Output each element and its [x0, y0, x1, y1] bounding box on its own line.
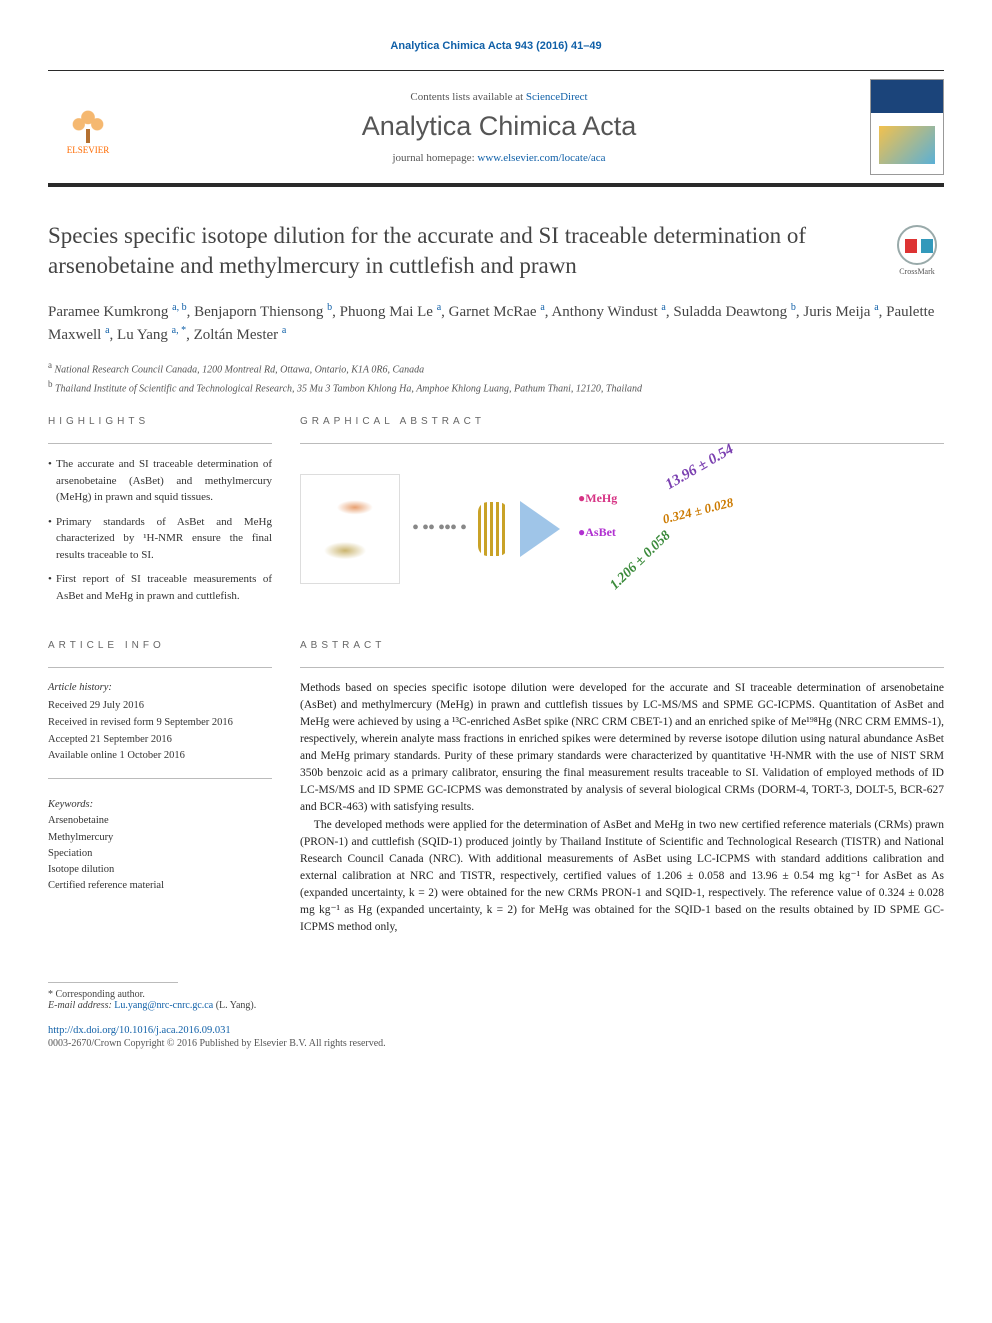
- keyword-item: Certified reference material: [48, 878, 272, 894]
- ga-detector-icon: [520, 501, 560, 557]
- highlight-item: Primary standards of AsBet and MeHg char…: [48, 514, 272, 564]
- keyword-item: Isotope dilution: [48, 862, 272, 878]
- history-received: Received 29 July 2016: [48, 698, 272, 714]
- author-name: Phuong Mai Le: [340, 304, 433, 320]
- author-name: Paramee Kumkrong: [48, 304, 168, 320]
- ga-sample-photo: [300, 474, 400, 584]
- author-list: Paramee Kumkrong a, b, Benjaporn Thienso…: [48, 300, 944, 347]
- author-aff-marker: a: [437, 302, 441, 313]
- abstract-head: ABSTRACT: [300, 640, 944, 651]
- author-aff-marker: b: [327, 302, 332, 313]
- highlights-list: The accurate and SI traceable determinat…: [48, 456, 272, 604]
- divider: [300, 443, 944, 444]
- crossmark-label: CrossMark: [899, 267, 935, 276]
- divider: [48, 667, 272, 668]
- abstract-body: Methods based on species specific isotop…: [300, 680, 944, 935]
- keyword-item: Speciation: [48, 846, 272, 862]
- ga-label-asbet: AsBet: [578, 525, 616, 540]
- keywords-block: Keywords: ArsenobetaineMethylmercurySpec…: [48, 797, 272, 895]
- author-name: Lu Yang: [117, 327, 168, 343]
- journal-name: Analytica Chimica Acta: [128, 111, 870, 142]
- history-revised: Received in revised form 9 September 201…: [48, 715, 272, 731]
- publisher-name: ELSEVIER: [67, 145, 110, 155]
- author-aff-marker: b: [791, 302, 796, 313]
- journal-homepage-link[interactable]: www.elsevier.com/locate/aca: [477, 152, 605, 164]
- keywords-head: Keywords:: [48, 797, 272, 813]
- graphical-abstract: • •• ••• • MeHg AsBet 13.96 ± 0.54 0.324…: [300, 456, 944, 601]
- article-history-head: Article history:: [48, 680, 272, 696]
- author-name: Suladda Deawtong: [673, 304, 787, 320]
- homepage-label: journal homepage:: [392, 152, 477, 164]
- crossmark-icon: [897, 225, 937, 265]
- elsevier-tree-icon: [65, 99, 111, 145]
- journal-masthead: ELSEVIER Contents lists available at Sci…: [48, 70, 944, 187]
- ga-value-1: 13.96 ± 0.54: [663, 441, 737, 494]
- author-aff-marker: a: [105, 325, 109, 336]
- doi-link[interactable]: http://dx.doi.org/10.1016/j.aca.2016.09.…: [48, 1025, 231, 1036]
- running-head: Analytica Chimica Acta 943 (2016) 41–49: [48, 40, 944, 52]
- divider: [48, 778, 272, 779]
- corresponding-author: * Corresponding author.: [48, 989, 944, 1000]
- author-aff-marker: a: [540, 302, 544, 313]
- abstract-paragraph: Methods based on species specific isotop…: [300, 680, 944, 816]
- highlight-item: First report of SI traceable measurement…: [48, 571, 272, 604]
- graphical-abstract-head: GRAPHICAL ABSTRACT: [300, 416, 944, 427]
- author-aff-marker: a: [874, 302, 878, 313]
- contents-label: Contents lists available at: [410, 91, 525, 103]
- ga-label-mehg: MeHg: [578, 491, 617, 506]
- keyword-item: Arsenobetaine: [48, 813, 272, 829]
- author-name: Benjaporn Thiensong: [194, 304, 323, 320]
- ga-particles-icon: • •• ••• •: [412, 517, 466, 540]
- affiliations: a National Research Council Canada, 1200…: [48, 359, 944, 397]
- ga-column-icon: [478, 502, 508, 556]
- article-title: Species specific isotope dilution for th…: [48, 221, 878, 282]
- keyword-item: Methylmercury: [48, 830, 272, 846]
- crossmark-badge[interactable]: CrossMark: [890, 225, 944, 282]
- history-accepted: Accepted 21 September 2016: [48, 732, 272, 748]
- author-aff-marker: a, b: [172, 302, 186, 313]
- publisher-logo: ELSEVIER: [48, 99, 128, 155]
- divider: [300, 667, 944, 668]
- copyright-line: 0003-2670/Crown Copyright © 2016 Publish…: [48, 1038, 944, 1049]
- article-info-head: ARTICLE INFO: [48, 640, 272, 651]
- highlights-head: HIGHLIGHTS: [48, 416, 272, 427]
- footnote-rule: [48, 982, 178, 983]
- email-line: E-mail address: Lu.yang@nrc-cnrc.gc.ca (…: [48, 1000, 944, 1011]
- journal-cover-thumb: [870, 79, 944, 175]
- footer: * Corresponding author. E-mail address: …: [48, 982, 944, 1049]
- ga-value-3: 1.206 ± 0.058: [607, 528, 674, 593]
- email-person: (L. Yang).: [213, 1000, 256, 1011]
- author-name: Anthony Windust: [551, 304, 657, 320]
- highlight-item: The accurate and SI traceable determinat…: [48, 456, 272, 506]
- affiliation-b: b Thailand Institute of Scientific and T…: [48, 378, 944, 397]
- author-name: Zoltán Mester: [194, 327, 279, 343]
- article-info: Article history: Received 29 July 2016 R…: [48, 680, 272, 894]
- ga-value-2: 0.324 ± 0.028: [661, 494, 735, 527]
- divider: [48, 443, 272, 444]
- author-name: Garnet McRae: [449, 304, 537, 320]
- journal-homepage-line: journal homepage: www.elsevier.com/locat…: [128, 152, 870, 164]
- corr-email-link[interactable]: Lu.yang@nrc-cnrc.gc.ca: [114, 1000, 213, 1011]
- abstract-paragraph: The developed methods were applied for t…: [300, 817, 944, 936]
- author-aff-marker: a: [661, 302, 665, 313]
- affiliation-a: a National Research Council Canada, 1200…: [48, 359, 944, 378]
- author-aff-marker: a, *: [172, 325, 186, 336]
- author-aff-marker: a: [282, 325, 286, 336]
- sciencedirect-link[interactable]: ScienceDirect: [526, 91, 588, 103]
- history-online: Available online 1 October 2016: [48, 748, 272, 764]
- email-label: E-mail address:: [48, 1000, 114, 1011]
- author-name: Juris Meija: [803, 304, 870, 320]
- contents-list-line: Contents lists available at ScienceDirec…: [128, 91, 870, 103]
